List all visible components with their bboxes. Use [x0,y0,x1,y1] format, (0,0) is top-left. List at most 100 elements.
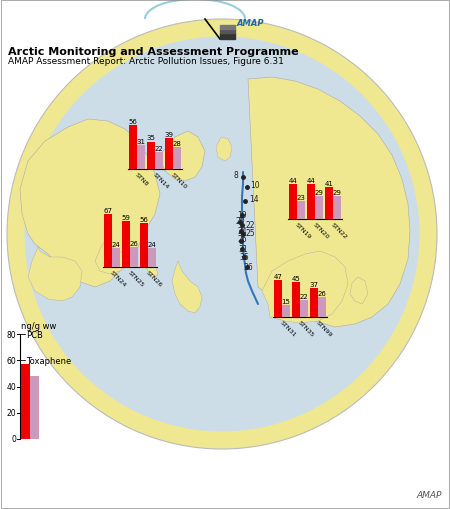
Text: STN19: STN19 [293,221,311,239]
Text: 20: 20 [236,216,246,225]
Bar [112,249,120,267]
Polygon shape [20,120,160,288]
Text: 15: 15 [282,299,290,304]
Bar [333,197,341,219]
Bar [147,142,155,169]
Polygon shape [160,132,205,182]
Polygon shape [220,26,235,30]
Text: STN35: STN35 [297,319,315,337]
Text: ng/g ww: ng/g ww [21,321,56,330]
Text: 31: 31 [136,138,145,145]
Bar [315,197,323,219]
Bar [325,187,333,219]
Text: 44: 44 [288,178,297,184]
Text: 24: 24 [237,226,247,235]
Bar [173,148,181,169]
Polygon shape [248,78,410,327]
Text: 19: 19 [237,210,247,219]
Text: 47: 47 [274,273,283,279]
Bar [300,300,308,318]
Bar [148,249,156,267]
Text: STN24: STN24 [108,269,126,288]
Text: 31: 31 [238,244,248,253]
Polygon shape [350,277,368,304]
Ellipse shape [24,38,419,432]
Text: 44: 44 [306,178,315,184]
Polygon shape [28,247,82,301]
Text: 22: 22 [300,293,308,299]
Polygon shape [95,242,128,274]
Text: 20: 20 [6,408,16,417]
Bar [155,152,163,169]
Text: 23: 23 [297,194,306,201]
Text: 37: 37 [310,281,319,288]
Text: 26: 26 [237,235,247,244]
Text: AMAP: AMAP [237,19,265,28]
Text: 10: 10 [250,181,260,190]
Text: 22: 22 [155,146,163,151]
Bar [122,221,130,267]
Bar [137,146,145,169]
Bar [289,185,297,219]
Text: 60: 60 [6,356,16,365]
Text: 56: 56 [129,119,137,125]
Bar [104,215,112,267]
Text: STN26: STN26 [144,269,162,288]
Bar [318,297,326,318]
Text: 26: 26 [130,240,139,246]
Polygon shape [146,264,158,277]
Bar [292,282,300,318]
Text: STN8: STN8 [134,172,149,187]
Text: 29: 29 [333,190,342,196]
Polygon shape [262,251,348,323]
Polygon shape [216,138,232,162]
Text: STN14: STN14 [152,172,169,189]
Polygon shape [172,262,202,314]
Bar [140,223,148,267]
Text: Toxaphene: Toxaphene [26,356,71,365]
Polygon shape [220,30,235,34]
Text: 59: 59 [122,214,130,220]
Text: 25: 25 [246,229,256,238]
Bar [307,185,315,219]
Text: STN99: STN99 [315,319,333,337]
Text: STN25: STN25 [126,269,144,288]
Bar [274,280,282,318]
Text: STN22: STN22 [329,221,347,240]
Ellipse shape [7,20,437,449]
Text: 35: 35 [147,135,155,141]
Text: Arctic Monitoring and Assessment Programme: Arctic Monitoring and Assessment Program… [8,47,299,57]
Bar [30,376,39,439]
Text: 8: 8 [233,171,238,180]
Text: STN10: STN10 [170,172,187,189]
Polygon shape [220,34,235,40]
Bar [310,289,318,318]
Text: 28: 28 [172,140,181,147]
Text: 67: 67 [104,208,112,214]
Text: 24: 24 [148,242,157,248]
Bar [297,202,305,219]
Text: 0: 0 [11,435,16,444]
Text: STN31: STN31 [279,319,297,337]
Text: 39: 39 [165,132,174,138]
Bar [130,247,138,267]
Text: 26: 26 [318,290,326,296]
Text: AMAP Assessment Report: Arctic Pollution Issues, Figure 6.31: AMAP Assessment Report: Arctic Pollution… [8,57,284,66]
Text: 24: 24 [112,242,121,248]
Text: 14: 14 [249,194,259,203]
Text: 45: 45 [292,275,301,281]
Text: 29: 29 [315,190,324,196]
Bar [129,126,137,169]
Text: AMAP: AMAP [417,490,442,499]
Text: 40: 40 [6,382,16,391]
Text: 56: 56 [140,216,148,222]
Bar [282,305,290,318]
Text: 41: 41 [324,180,333,186]
Text: 22: 22 [245,220,255,229]
Bar [21,364,30,439]
Text: 36: 36 [243,262,253,271]
Bar [165,139,173,169]
Text: PCB: PCB [26,330,43,339]
Text: 35: 35 [239,252,249,261]
Text: STN20: STN20 [311,221,329,239]
